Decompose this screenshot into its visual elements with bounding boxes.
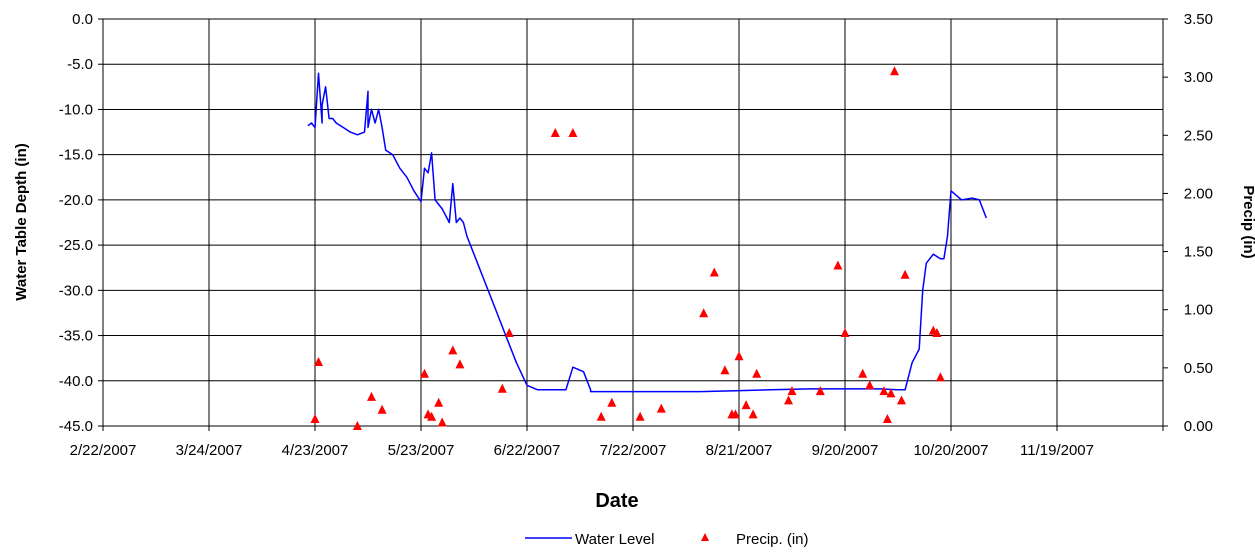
precip-point xyxy=(352,421,362,430)
y-tick-label: -40.0 xyxy=(59,373,93,390)
precip-point xyxy=(427,411,437,421)
x-tick-label: 4/23/2007 xyxy=(282,442,349,459)
y2-tick-label: 3.00 xyxy=(1184,69,1213,86)
precip-point xyxy=(748,409,758,419)
precip-point xyxy=(833,260,843,270)
y-tick-label: -10.0 xyxy=(59,101,93,118)
precip-point xyxy=(504,328,514,337)
y-tick-label: -15.0 xyxy=(59,147,93,164)
y2-tick-label: 2.00 xyxy=(1184,185,1213,202)
precip-point xyxy=(699,308,709,318)
precip-point xyxy=(932,328,942,337)
x-axis-title: Date xyxy=(595,490,638,512)
y-tick-label: -25.0 xyxy=(59,237,93,254)
grid-layer xyxy=(102,18,1164,427)
precip-point xyxy=(656,403,666,413)
x-tick-label: 6/22/2007 xyxy=(494,442,561,459)
y-tick-label: -20.0 xyxy=(59,192,93,209)
precip-point xyxy=(709,267,719,277)
y-tick-label: -5.0 xyxy=(67,56,93,73)
x-tick-label: 10/20/2007 xyxy=(913,442,988,459)
precip-point xyxy=(741,400,751,410)
precip-point xyxy=(752,368,762,378)
precip-point xyxy=(731,409,740,419)
series-layer xyxy=(307,66,987,430)
tick-layer: 2/22/2007 3/24/2007 4/23/2007 5/23/2007 6/22… xyxy=(59,11,1213,459)
precip-point xyxy=(865,380,875,390)
y2-tick-label: 1.50 xyxy=(1184,244,1213,261)
y-axis-title: Water Table Depth (in) xyxy=(13,143,30,301)
precip-point xyxy=(890,66,899,76)
precip-point xyxy=(455,359,465,369)
y2-axis-title: Precip (in) xyxy=(1240,185,1255,258)
y2-tick-label: 1.00 xyxy=(1184,302,1213,319)
legend-label-water-level: Water Level xyxy=(575,531,654,548)
y2-tick-label: 0.00 xyxy=(1184,418,1213,435)
y-tick-label: -45.0 xyxy=(59,418,93,435)
precip-point xyxy=(900,269,910,279)
precip-point xyxy=(568,128,578,137)
legend-triangle-swatch xyxy=(701,533,709,541)
x-tick-label: 2/22/2007 xyxy=(70,442,137,459)
precip-point xyxy=(377,404,387,414)
precip-point xyxy=(935,372,945,382)
x-tick-label: 5/23/2007 xyxy=(388,442,455,459)
precip-point xyxy=(310,414,320,423)
x-tick-label: 3/24/2007 xyxy=(176,442,243,459)
precip-point xyxy=(734,351,744,361)
y-tick-label: -35.0 xyxy=(59,328,93,345)
precip-point xyxy=(815,386,825,396)
precip-point xyxy=(314,357,323,366)
precip-point xyxy=(367,391,376,401)
precip-point xyxy=(784,395,793,405)
precip-point xyxy=(497,383,507,393)
precip-point xyxy=(787,386,797,396)
precip-point xyxy=(886,388,896,398)
precip-point xyxy=(596,411,606,421)
precip-point xyxy=(550,128,560,137)
legend: Water Level Precip. (in) xyxy=(525,531,809,548)
x-tick-label: 11/19/2007 xyxy=(1020,442,1094,459)
precip-point xyxy=(882,414,892,423)
water-level-line xyxy=(307,72,987,393)
x-tick-label: 8/21/2007 xyxy=(706,442,773,459)
x-tick-label: 7/22/2007 xyxy=(600,442,667,459)
y2-tick-label: 2.50 xyxy=(1184,127,1213,144)
y2-tick-label: 3.50 xyxy=(1184,11,1213,28)
precip-point xyxy=(448,345,458,355)
precip-point xyxy=(607,397,617,407)
precip-point xyxy=(635,411,645,421)
x-tick-label: 9/20/2007 xyxy=(812,442,879,459)
precip-point xyxy=(420,368,429,378)
y-tick-label: -30.0 xyxy=(59,282,93,299)
precip-point xyxy=(437,417,447,427)
legend-label-precip: Precip. (in) xyxy=(736,531,809,548)
y2-tick-label: 0.50 xyxy=(1184,360,1213,377)
precip-point xyxy=(858,368,868,378)
precip-point xyxy=(897,395,906,405)
y-tick-label: 0.0 xyxy=(72,11,93,28)
precip-point xyxy=(879,386,889,396)
precip-point xyxy=(840,328,850,337)
precip-point xyxy=(720,365,730,375)
precip-point xyxy=(434,397,444,407)
